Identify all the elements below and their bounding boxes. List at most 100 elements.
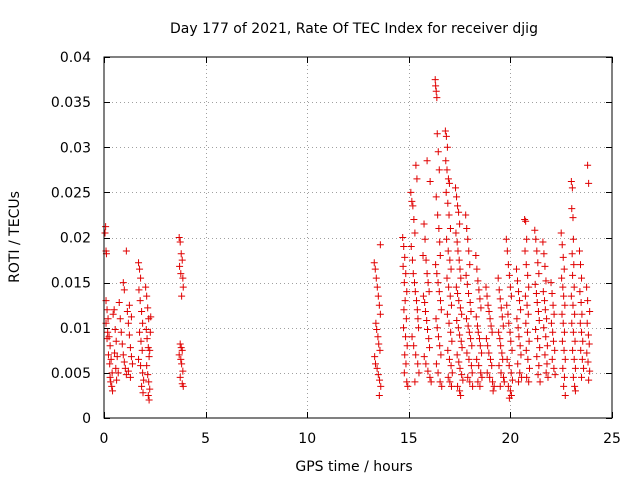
data-point: [534, 259, 542, 267]
data-point: [488, 328, 496, 336]
x-axis-label: GPS time / hours: [295, 459, 412, 475]
data-point: [560, 373, 568, 381]
data-point: [145, 353, 153, 361]
data-point: [434, 211, 442, 219]
data-point: [463, 315, 471, 323]
data-point: [436, 238, 444, 246]
data-point: [578, 274, 586, 282]
data-point: [109, 310, 117, 318]
data-point: [486, 315, 494, 323]
data-point: [452, 229, 460, 237]
data-point: [570, 355, 578, 363]
data-point: [458, 371, 466, 379]
data-point: [466, 378, 474, 386]
data-point: [402, 333, 410, 341]
data-point: [142, 326, 150, 334]
data-point: [476, 335, 484, 343]
data-point: [376, 346, 384, 354]
data-point: [467, 335, 475, 343]
data-point: [536, 378, 544, 386]
data-point: [447, 301, 455, 309]
data-point: [454, 382, 462, 390]
data-point: [137, 362, 145, 370]
data-point: [420, 353, 428, 361]
data-point: [111, 349, 119, 357]
data-point: [583, 319, 591, 327]
data-point: [425, 335, 433, 343]
data-point: [146, 385, 154, 393]
data-point: [179, 367, 187, 375]
data-point: [444, 175, 452, 183]
data-point: [455, 297, 463, 305]
data-point: [434, 369, 442, 377]
data-point: [147, 313, 155, 321]
data-point: [543, 315, 551, 323]
data-point: [136, 328, 144, 336]
data-point: [126, 344, 134, 352]
data-point: [558, 337, 566, 345]
data-point: [401, 297, 409, 305]
data-point: [473, 265, 481, 273]
data-point: [419, 292, 427, 300]
data-point: [465, 247, 473, 255]
data-point: [139, 369, 147, 377]
data-point: [521, 292, 529, 300]
data-point: [483, 369, 491, 377]
data-point: [442, 157, 450, 165]
data-point: [106, 342, 114, 350]
data-point: [502, 235, 510, 243]
data-point: [445, 211, 453, 219]
data-point: [559, 283, 567, 291]
data-point: [122, 247, 130, 255]
data-point: [524, 355, 532, 363]
data-point: [137, 337, 145, 345]
data-point: [453, 317, 461, 325]
data-point: [524, 271, 532, 279]
data-point: [123, 308, 131, 316]
data-point: [399, 262, 407, 270]
data-point: [179, 274, 187, 282]
data-point: [444, 199, 452, 207]
data-point: [414, 315, 422, 323]
data-point: [423, 326, 431, 334]
data-point: [482, 335, 490, 343]
data-point: [571, 337, 579, 345]
data-point: [453, 238, 461, 246]
data-point: [465, 289, 473, 297]
data-point: [443, 274, 451, 282]
data-point: [143, 335, 151, 343]
data-point: [532, 289, 540, 297]
data-point: [507, 337, 515, 345]
data-point: [516, 342, 524, 350]
data-point: [465, 355, 473, 363]
data-point: [497, 369, 505, 377]
data-point: [496, 295, 504, 303]
data-point: [549, 337, 557, 345]
data-point: [498, 349, 506, 357]
data-point: [533, 298, 541, 306]
data-point: [452, 283, 460, 291]
data-point: [448, 369, 456, 377]
data-point: [373, 283, 381, 291]
data-point: [534, 308, 542, 316]
data-point: [118, 340, 126, 348]
data-point: [375, 340, 383, 348]
data-point: [569, 271, 577, 279]
x-tick-label: 20: [501, 431, 519, 447]
data-point: [477, 304, 485, 312]
data-point: [539, 288, 547, 296]
data-point: [401, 253, 409, 261]
data-point: [145, 378, 153, 386]
data-point: [490, 382, 498, 390]
data-point: [122, 371, 130, 379]
data-point: [178, 346, 186, 354]
data-point: [522, 261, 530, 269]
data-point: [373, 364, 381, 372]
data-point: [535, 270, 543, 278]
x-tick-label: 15: [400, 431, 418, 447]
data-point: [584, 297, 592, 305]
data-point: [489, 387, 497, 395]
data-point: [515, 333, 523, 341]
data-point: [482, 283, 490, 291]
